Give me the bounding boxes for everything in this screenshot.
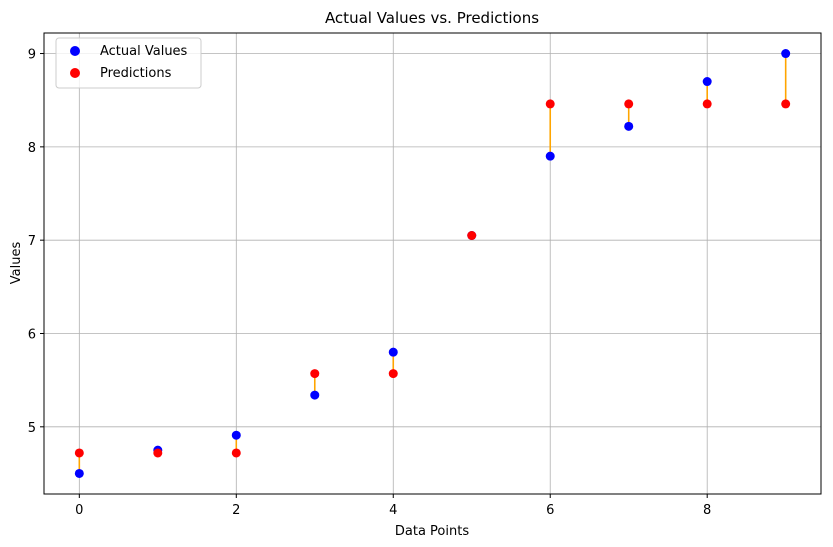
point-actual-values — [624, 121, 634, 131]
x-tick-label: 8 — [703, 503, 711, 518]
legend-label-actual-values: Actual Values — [100, 44, 188, 59]
point-predictions — [231, 448, 241, 458]
y-tick-label: 5 — [28, 421, 36, 436]
point-actual-values — [702, 77, 712, 87]
legend-marker-actual-values — [70, 46, 80, 56]
legend-marker-predictions — [70, 68, 80, 78]
y-tick-label: 6 — [28, 327, 36, 342]
legend-label-predictions: Predictions — [100, 66, 172, 81]
point-actual-values — [74, 468, 84, 478]
x-tick-label: 4 — [389, 503, 397, 518]
legend: Actual Values Predictions — [55, 37, 202, 89]
point-predictions — [74, 448, 84, 458]
x-axis-ticks: 0 2 4 6 8 — [75, 494, 711, 518]
point-actual-values — [545, 151, 555, 161]
chart-title: Actual Values vs. Predictions — [325, 9, 539, 27]
x-tick-label: 6 — [546, 503, 554, 518]
point-predictions — [781, 99, 791, 109]
plot-area-frame — [43, 32, 822, 495]
y-axis-label: Values — [9, 242, 24, 285]
point-actual-values — [310, 390, 320, 400]
point-predictions — [545, 99, 555, 109]
legend-box — [55, 37, 202, 89]
x-tick-label: 0 — [75, 503, 83, 518]
y-axis-ticks: 5 6 7 8 9 — [28, 48, 44, 436]
point-predictions — [310, 369, 320, 379]
x-tick-label: 2 — [232, 503, 240, 518]
y-tick-label: 9 — [28, 48, 36, 63]
point-predictions — [467, 231, 477, 241]
point-predictions — [702, 99, 712, 109]
point-actual-values — [781, 49, 791, 59]
point-actual-values — [388, 347, 398, 357]
point-predictions — [624, 99, 634, 109]
point-predictions — [153, 448, 163, 458]
grid — [44, 33, 821, 494]
x-axis-label: Data Points — [395, 524, 469, 539]
y-tick-label: 8 — [28, 141, 36, 156]
point-predictions — [388, 369, 398, 379]
data-points — [74, 49, 791, 478]
y-tick-label: 7 — [28, 234, 36, 249]
point-actual-values — [231, 430, 241, 440]
